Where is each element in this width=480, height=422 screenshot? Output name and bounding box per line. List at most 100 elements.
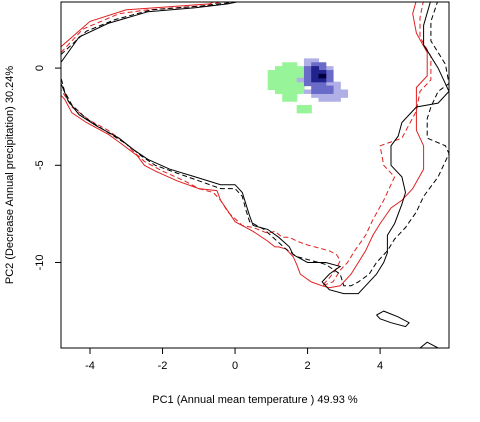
density-cell-green-light [289,62,298,67]
density-cell-green-light [289,97,298,102]
density-cell-blue-light [325,66,334,71]
density-cell-blue-dark [318,77,327,83]
density-cell-blue-light [303,89,312,94]
density-cell-green-light [274,81,283,87]
x-tick-label: 2 [305,360,311,372]
density-cell-blue-mid [303,77,312,83]
density-cell-blue-light [318,97,327,102]
density-cell-blue-mid [318,66,327,71]
density-cell-blue-light [340,89,349,94]
density-cell-green-light [267,77,276,83]
x-tick-label: 0 [232,360,238,372]
y-axis: 0 -5 -10 [34,65,61,270]
density-cell-blue-mid [311,62,320,67]
plot-frame [60,1,450,349]
density-cell-blue-core [318,73,327,79]
density-cell-green-light [274,66,283,71]
density-cell-green-light [289,66,298,71]
density-cell-blue-mid [303,66,312,71]
density-cell-green-light [289,85,298,91]
density-cell-blue-mid [325,77,334,83]
density-cell-blue-dark [311,77,320,83]
density-cell-green-light [296,85,305,91]
density-cell-green-light [274,89,283,94]
density-cell-green-light [296,66,305,71]
density-cell-blue-dark [311,70,320,75]
density-cell-blue-light [332,97,341,102]
contour-line-black-dashed-3-0 [61,2,239,55]
density-cell-green-light [267,73,276,79]
density-cell-green-light [296,108,305,114]
density-cell-blue-dark [311,66,320,71]
contour-line-black-solid-5-0 [419,341,439,348]
density-cell-green-light [267,81,276,87]
density-cell-blue-light [332,81,341,87]
density-cell-green-light [289,93,298,98]
density-cell-green-light [274,85,283,91]
density-cell-green-light [303,105,312,110]
density-cell-green-light [282,70,291,75]
density-cell-blue-dark [311,73,320,79]
density-cell-blue-light [303,62,312,67]
density-cell-blue-dark [318,70,327,75]
density-cell-blue-light [311,58,320,63]
density-cell-green-light [296,81,305,87]
density-cell-green-light [289,81,298,87]
x-tick-label: 4 [377,360,383,372]
density-cell-blue-mid [303,73,312,79]
density-cell-blue-mid [325,70,334,75]
density-cell-blue-mid [325,89,334,94]
y-tick-label: -5 [34,160,46,170]
density-cell-blue-mid [303,81,312,87]
density-cell-blue-light [303,58,312,63]
density-cell-green-light [296,105,305,110]
density-cell-green-light [296,70,305,75]
x-tick-label: -2 [158,360,168,372]
density-cell-blue-light [318,93,327,98]
density-cell-blue-mid [318,81,327,87]
density-cell-green-light [282,62,291,67]
y-axis-title: PC2 (Decrease Annual precipitation) 30.2… [4,66,16,285]
contour-line-red-dashed-1-0 [61,2,221,53]
density-cell-blue-mid [311,85,320,91]
density-cell-green-light [289,89,298,94]
density-cell-blue-light [325,97,334,102]
x-axis: -4 -2 0 2 4 [85,348,383,372]
density-cell-blue-light [311,93,320,98]
density-cell-green-light [282,77,291,83]
density-cell-green-light [289,70,298,75]
density-cell-green-light [296,73,305,79]
density-cell-green-light [267,85,276,91]
density-cell-green-light [282,73,291,79]
density-cell-blue-mid [311,81,320,87]
density-cell-blue-light [296,77,305,83]
contour-line-red-solid-0-0 [61,2,215,48]
density-cell-green-light [282,81,291,87]
density-cell-green-light [282,97,291,102]
density-cell-green-light [274,70,283,75]
contour-line-red-solid-0-1 [61,2,428,289]
density-cell-green-light [303,108,312,114]
contour-line-red-dashed-1-1 [61,2,432,287]
contour-line-black-solid-4-0 [376,310,410,328]
y-tick-label: 0 [34,65,46,71]
density-cell-green-light [296,89,305,94]
y-tick-label: -10 [34,255,46,271]
contour-layer [61,2,449,348]
density-cell-green-light [289,73,298,79]
density-cell-blue-light [332,85,341,91]
density-cell-blue-mid [318,62,327,67]
density-cell-green-light [289,77,298,83]
density-cell-blue-mid [325,73,334,79]
density-cell-green-light [282,85,291,91]
density-cell-blue-light [332,89,341,94]
density-cell-blue-light [332,93,341,98]
density-cell-blue-light [325,93,334,98]
density-cell-blue-mid [318,89,327,94]
density-layer [267,58,349,114]
density-cell-blue-mid [325,85,334,91]
contour-line-black-solid-2-0 [61,2,240,63]
x-axis-title: PC1 (Annual mean temperature ) 49.93 % [152,394,358,406]
contour-line-black-solid-2-1 [61,2,449,295]
x-tick-label: -4 [85,360,95,372]
